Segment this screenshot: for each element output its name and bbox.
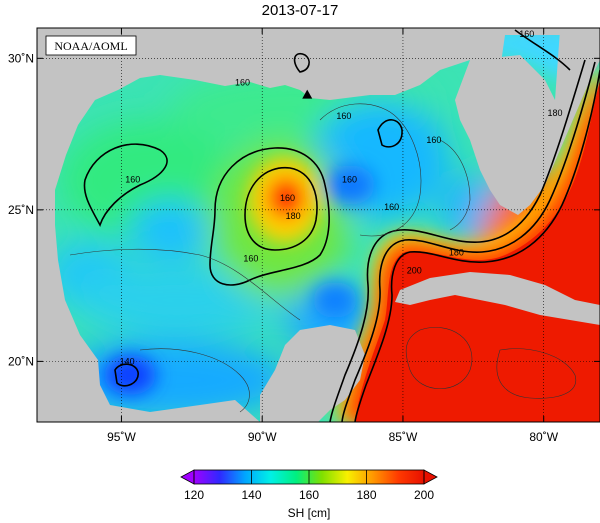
land-cuba: [395, 272, 600, 325]
lon-ticks: 95˚W 90˚W 85˚W 80˚W: [107, 28, 559, 444]
colorbar-tick-label: 160: [299, 488, 319, 502]
contour-label: 160: [384, 202, 399, 212]
colorbar-ticks: 120 140 160 180 200: [184, 470, 434, 502]
lon-tick-label: 95˚W: [107, 430, 136, 444]
contour-line: [496, 348, 577, 399]
contour-label: 180: [547, 108, 562, 118]
colorbar-title: SH [cm]: [288, 506, 331, 520]
contour-label: 180: [286, 211, 301, 221]
lon-tick-label: 90˚W: [248, 430, 277, 444]
contour-line: [354, 69, 600, 422]
contour-line: [341, 61, 596, 422]
lat-tick-label: 20˚N: [8, 354, 34, 368]
contour-label: 200: [407, 265, 422, 275]
graticule: [37, 28, 600, 422]
contour-line: [83, 143, 168, 228]
credit-text: NOAA/AOML: [54, 39, 127, 53]
land-layer: [37, 28, 600, 422]
lat-tick-label: 25˚N: [8, 203, 34, 217]
field-layer: [37, 28, 600, 422]
contour-line: [377, 119, 403, 148]
colorbar-tick-label: 120: [184, 488, 204, 502]
lon-tick-label: 85˚W: [389, 430, 418, 444]
contour-label: 160: [125, 175, 140, 185]
colorbar: 120 140 160 180 200 SH [cm]: [180, 469, 438, 520]
contour-label: 160: [342, 175, 357, 185]
land-north-coast: [37, 28, 600, 422]
contour-line: [244, 166, 318, 251]
colorbar-tick-label: 180: [356, 488, 376, 502]
contour-label: 160: [336, 111, 351, 121]
contour-label: 180: [449, 247, 464, 257]
lon-tick-label: 80˚W: [529, 430, 558, 444]
lat-ticks: 30˚N 25˚N 20˚N: [8, 51, 600, 368]
lat-tick-label: 30˚N: [8, 51, 34, 65]
contour-label: 160: [519, 29, 534, 39]
contour-line: [319, 103, 422, 237]
contour-line: [405, 327, 473, 390]
contour-line: [139, 348, 250, 413]
colorbar-tick-label: 200: [414, 488, 434, 502]
contour-line: [114, 363, 139, 387]
credit-box: NOAA/AOML: [45, 35, 137, 56]
contour-label: 160: [426, 135, 441, 145]
contour-line: [514, 29, 571, 71]
contour-layer: [69, 29, 600, 422]
contour-label: 160: [235, 78, 250, 88]
map-frame: [36, 27, 600, 423]
station-triangle-icon: [302, 89, 313, 99]
contour-line: [69, 248, 301, 321]
contour-line: [209, 147, 330, 286]
land-florida: [455, 30, 600, 215]
contour-line: [293, 53, 310, 73]
contour-label: 160: [280, 193, 295, 203]
land-yucatan: [260, 325, 365, 422]
colorbar-low-arrow: [180, 469, 195, 485]
colorbar-high-arrow: [423, 469, 438, 485]
contour-line: [439, 139, 471, 231]
contour-label: 160: [243, 253, 258, 263]
colorbar-tick-label: 140: [241, 488, 261, 502]
contour-line: [329, 59, 586, 422]
map-title: 2013-07-17: [261, 2, 339, 19]
